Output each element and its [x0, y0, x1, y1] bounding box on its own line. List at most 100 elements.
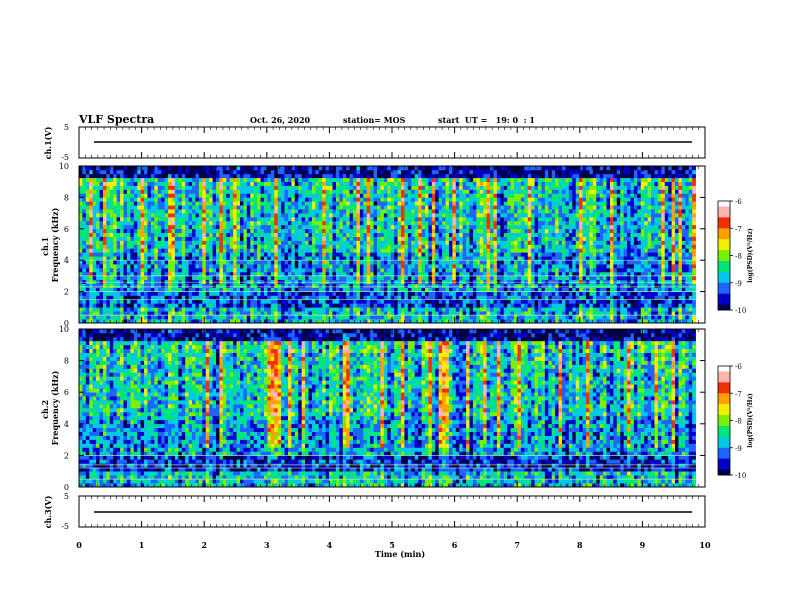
spectrogram-cell — [370, 201, 374, 206]
spectrogram-cell — [126, 264, 131, 269]
spectrogram-cell — [219, 236, 224, 241]
spectrogram-cell — [85, 173, 90, 179]
spectrogram-cell — [89, 220, 94, 226]
spectrogram-cell — [229, 220, 234, 226]
spectrogram-cell — [161, 236, 165, 241]
spectrogram-cell — [414, 295, 419, 300]
spectrogram-cell — [96, 287, 100, 292]
spectrogram-cell — [130, 299, 135, 304]
spectrogram-cell — [109, 166, 114, 171]
spectrogram-cell — [301, 236, 306, 241]
spectrogram-cell — [284, 224, 289, 230]
spectrogram-cell — [318, 299, 323, 304]
spectrogram-cell — [92, 232, 97, 237]
spectrogram-cell — [246, 217, 251, 222]
spectrogram-cell — [192, 201, 196, 206]
spectrogram-cell — [421, 256, 426, 261]
spectrogram-cell — [226, 220, 231, 226]
spectrogram-cell — [503, 224, 508, 230]
spectrogram-cell — [106, 303, 111, 308]
spectrogram-cell — [366, 287, 371, 292]
spectrogram-cell — [445, 236, 450, 241]
spectrogram-cell — [270, 268, 275, 273]
spectrogram-cell — [377, 224, 381, 230]
spectrogram-cell — [486, 283, 491, 288]
spectrogram-cell — [496, 236, 501, 241]
spectrogram-cell — [222, 307, 227, 312]
spectrogram-cell — [294, 248, 299, 253]
spectrogram-cell — [246, 252, 251, 257]
spectrogram-cell — [99, 264, 104, 269]
spectrogram-cell — [274, 236, 278, 241]
spectrogram-cell — [157, 311, 162, 316]
spectrogram-cell — [472, 181, 477, 186]
spectrogram-cell — [329, 205, 333, 210]
spectrogram-cell — [154, 311, 159, 316]
spectrogram-cell — [311, 260, 316, 265]
spectrogram-cell — [130, 256, 135, 261]
spectrogram-cell — [407, 209, 412, 214]
spectrogram-cell — [496, 173, 501, 179]
spectrogram-cell — [212, 166, 217, 171]
spectrogram-cell — [137, 244, 141, 249]
spectrogram-cell — [401, 224, 405, 230]
spectrogram-cell — [89, 244, 94, 249]
spectrogram-cell — [144, 220, 148, 226]
spectrogram-cell — [339, 228, 344, 234]
spectrogram-cell — [123, 193, 128, 198]
spectrogram-cell — [448, 166, 453, 171]
spectrogram-cell — [373, 264, 378, 269]
spectrogram-cell — [198, 236, 203, 241]
spectrogram-cell — [229, 166, 234, 171]
spectrogram-cell — [219, 189, 224, 194]
spectrogram-cell — [445, 271, 450, 277]
spectrogram-cell — [130, 248, 135, 253]
spectrogram-cell — [308, 244, 313, 249]
spectrogram-cell — [421, 220, 426, 226]
spectrogram-cell — [466, 303, 470, 308]
spectrogram-cell — [106, 224, 111, 230]
spectrogram-cell — [387, 252, 392, 257]
spectrogram-cell — [332, 319, 337, 324]
spectrogram-cell — [503, 295, 508, 300]
spectrogram-cell — [424, 224, 429, 230]
spectrogram-cell — [154, 220, 159, 226]
spectrogram-cell — [144, 287, 148, 292]
spectrogram-cell — [349, 256, 354, 261]
spectrogram-cell — [442, 287, 446, 292]
spectrogram-cell — [407, 268, 412, 273]
spectrogram-cell — [311, 209, 316, 214]
spectrogram-cell — [140, 264, 145, 269]
spectrogram-cell — [267, 166, 272, 171]
spectrogram-cell — [346, 311, 350, 316]
spectrogram-cell — [438, 283, 443, 288]
spectrogram-cell — [99, 228, 104, 234]
spectrogram-cell — [291, 303, 296, 308]
spectrogram-cell — [171, 213, 176, 218]
spectrogram-cell — [130, 252, 135, 257]
spectrogram-cell — [89, 169, 94, 175]
spectrogram-cell — [126, 252, 131, 257]
spectrogram-cell — [459, 295, 463, 300]
spectrogram-cell — [421, 264, 426, 269]
spectrogram-cell — [99, 201, 104, 206]
spectrogram-cell — [188, 244, 193, 249]
spectrogram-cell — [164, 224, 169, 230]
spectrogram-cell — [202, 291, 207, 296]
spectrogram-cell — [370, 319, 374, 324]
spectrogram-cell — [212, 209, 217, 214]
spectrogram-cell — [260, 268, 265, 273]
spectrogram-cell — [178, 268, 183, 273]
spectrogram-cell — [205, 169, 210, 175]
spectrogram-cell — [253, 248, 258, 253]
spectrogram-cell — [315, 271, 320, 277]
spectrogram-cell — [106, 197, 111, 202]
spectrogram-cell — [250, 244, 255, 249]
spectrogram-cell — [356, 224, 361, 230]
spectrogram-cell — [267, 271, 272, 277]
spectrogram-cell — [277, 252, 282, 257]
spectrogram-cell — [270, 213, 275, 218]
spectrogram-cell — [349, 252, 354, 257]
spectrogram-cell — [421, 173, 426, 179]
spectrogram-cell — [353, 283, 357, 288]
